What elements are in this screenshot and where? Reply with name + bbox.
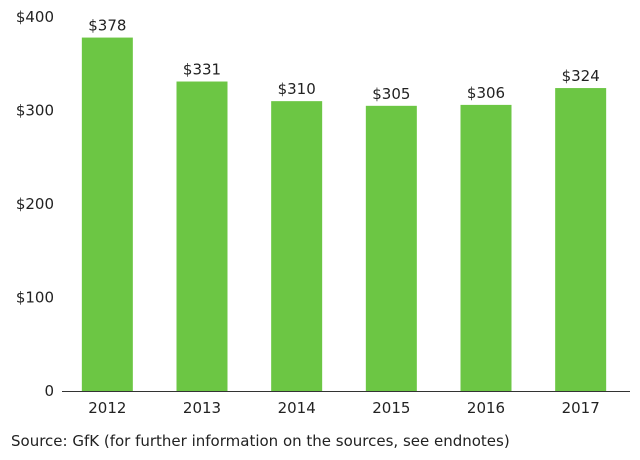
y-tick-label: $200 — [16, 195, 54, 213]
x-tick-label: 2014 — [278, 399, 316, 417]
bar — [365, 105, 417, 391]
bar-series — [81, 37, 607, 392]
bar — [271, 101, 323, 392]
bar-data-label: $324 — [562, 67, 600, 85]
x-tick-label: 2012 — [88, 399, 126, 417]
y-tick-label: $300 — [16, 102, 54, 120]
y-tick-label: $100 — [16, 289, 54, 307]
bar-data-label: $306 — [467, 84, 505, 102]
x-tick-label: 2013 — [183, 399, 221, 417]
y-axis-tick-labels: 0 $100 $200 $300 $400 — [16, 8, 54, 400]
x-tick-label: 2015 — [372, 399, 410, 417]
x-tick-label: 2016 — [467, 399, 505, 417]
bar — [555, 88, 607, 391]
bar-data-label: $310 — [278, 80, 316, 98]
bar — [176, 81, 228, 391]
x-axis-tick-labels: 2012 2013 2014 2015 2016 2017 — [88, 399, 600, 417]
bar — [81, 37, 133, 391]
x-tick-label: 2017 — [562, 399, 600, 417]
bar-data-label: $305 — [372, 85, 410, 103]
y-tick-label: $400 — [16, 8, 54, 26]
bar-data-labels: $378 $331 $310 $305 $306 $324 — [88, 17, 600, 103]
bar-data-label: $378 — [88, 17, 126, 35]
source-note: Source: GfK (for further information on … — [11, 432, 510, 450]
y-tick-label: 0 — [44, 382, 54, 400]
bar — [460, 104, 512, 391]
bar-data-label: $331 — [183, 61, 221, 79]
